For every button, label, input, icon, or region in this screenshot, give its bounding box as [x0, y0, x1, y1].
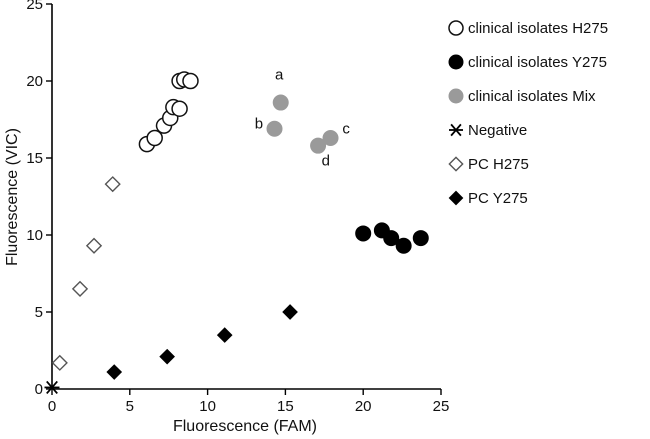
y-tick-label: 0	[35, 381, 43, 398]
data-point	[85, 237, 103, 254]
legend-marker	[449, 123, 463, 137]
legend-marker	[448, 88, 464, 104]
axes: 0 5 10 15 20 25 0 5 10 15 20 25	[26, 0, 449, 415]
x-tick-label: 10	[199, 398, 216, 415]
x-tick-label: 25	[433, 398, 450, 415]
x-tick-label: 5	[126, 398, 134, 415]
x-axis-title: Fluorescence (FAM)	[173, 418, 317, 435]
legend-label: PC Y275	[468, 190, 528, 207]
x-tick-label: 15	[277, 398, 294, 415]
x-tick-label: 20	[355, 398, 372, 415]
legend-marker	[448, 20, 464, 36]
y-tick-label: 15	[26, 150, 43, 167]
legend-item: PC H275	[448, 156, 529, 173]
legend-item: clinical isolates Y275	[448, 54, 607, 71]
legend-label: PC H275	[468, 156, 529, 173]
legend-label: clinical isolates Y275	[468, 54, 607, 71]
y-tick-label: 25	[26, 0, 43, 13]
data-point	[310, 137, 327, 154]
y-tick-label: 10	[26, 227, 43, 244]
data-point	[51, 354, 68, 371]
point-annotation: c	[342, 120, 350, 137]
data-point	[383, 230, 400, 247]
point-annotation: b	[255, 116, 263, 133]
data-point	[182, 72, 199, 90]
legend-item: PC Y275	[448, 190, 528, 207]
point-annotation: d	[322, 153, 330, 170]
legend-item: clinical isolates H275	[448, 20, 608, 37]
legend-marker	[448, 156, 464, 172]
data-point	[106, 364, 123, 380]
legend-label: Negative	[468, 122, 527, 139]
data-point	[44, 380, 60, 395]
y-tick-label: 5	[35, 304, 43, 321]
legend-item: Negative	[449, 122, 527, 139]
legend-label: clinical isolates Mix	[468, 88, 596, 105]
x-tick-label: 0	[48, 398, 56, 415]
point-annotation: a	[275, 66, 284, 83]
data-point	[216, 327, 233, 343]
point-annotations: a b cd	[255, 66, 351, 169]
legend-item: clinical isolates Mix	[448, 88, 596, 105]
legend: clinical isolates H275 clinical isolates …	[448, 20, 608, 207]
data-point	[171, 100, 188, 117]
data-point	[412, 230, 429, 247]
legend-marker	[448, 54, 464, 70]
data-point	[71, 280, 89, 298]
legend-label: clinical isolates H275	[468, 20, 608, 37]
y-tick-label: 20	[26, 73, 43, 90]
data-point	[282, 304, 298, 320]
data-point	[159, 348, 175, 365]
data-point	[272, 94, 289, 111]
data-points	[44, 71, 429, 395]
data-point	[146, 129, 163, 147]
data-point	[104, 176, 121, 193]
data-point	[355, 225, 372, 242]
data-point	[322, 129, 339, 146]
data-point	[266, 120, 283, 137]
data-point	[395, 237, 412, 254]
legend-marker	[448, 190, 464, 206]
y-axis-title: Fluorescence (VIC)	[4, 128, 21, 266]
